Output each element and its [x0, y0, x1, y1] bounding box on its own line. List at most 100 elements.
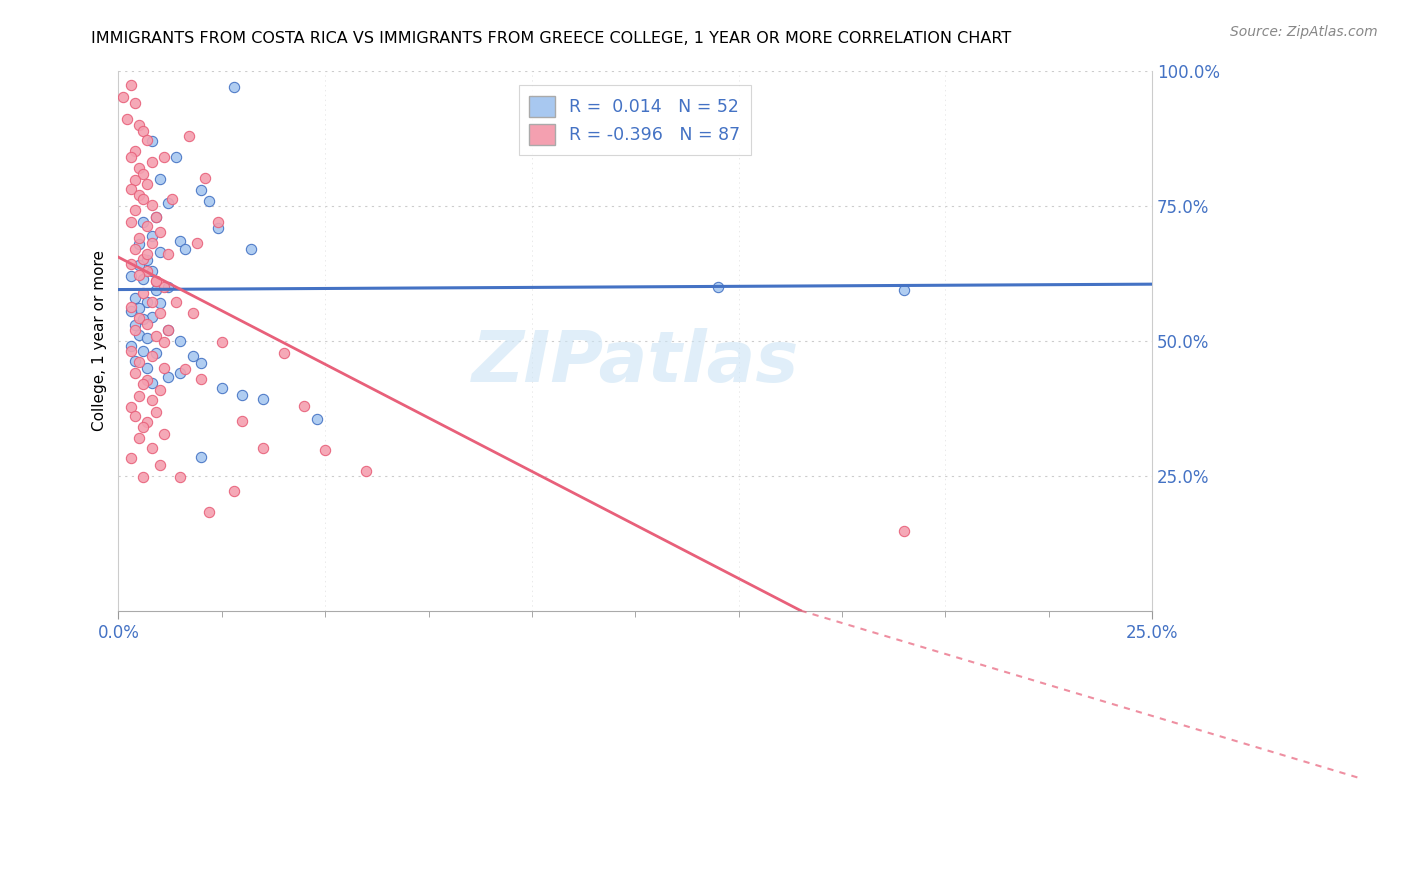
- Point: [165, 295, 187, 310]
- Point: [120, 215, 142, 229]
- Point: [145, 275, 167, 289]
- Point: [124, 318, 146, 332]
- Point: [136, 247, 159, 261]
- Point: [136, 317, 159, 331]
- Point: [136, 219, 159, 234]
- Point: [141, 441, 163, 455]
- Point: [128, 328, 150, 343]
- Point: [136, 295, 159, 310]
- Point: [190, 183, 212, 197]
- Point: [153, 150, 176, 164]
- Point: [190, 450, 212, 464]
- Point: [128, 161, 150, 176]
- Point: [141, 393, 163, 408]
- Point: [252, 441, 274, 455]
- Point: [128, 311, 150, 326]
- Point: [136, 331, 159, 345]
- Point: [124, 173, 146, 187]
- Point: [273, 345, 295, 359]
- Point: [132, 252, 155, 266]
- Point: [169, 366, 191, 380]
- Point: [136, 360, 159, 375]
- Point: [157, 196, 180, 211]
- Point: [124, 409, 146, 424]
- Point: [136, 263, 159, 277]
- Point: [165, 150, 187, 164]
- Point: [120, 339, 142, 353]
- Point: [157, 323, 180, 337]
- Point: [132, 420, 155, 434]
- Point: [120, 182, 142, 196]
- Point: [194, 170, 217, 185]
- Point: [149, 306, 172, 320]
- Point: [136, 415, 159, 429]
- Point: [294, 399, 316, 413]
- Point: [314, 442, 336, 457]
- Point: [132, 215, 155, 229]
- Point: [111, 90, 134, 104]
- Point: [169, 334, 191, 348]
- Point: [124, 323, 146, 337]
- Point: [120, 400, 142, 414]
- Point: [132, 272, 155, 286]
- Point: [136, 178, 159, 192]
- Point: [145, 210, 167, 224]
- Point: [173, 362, 195, 376]
- Point: [231, 388, 253, 402]
- Point: [124, 291, 146, 305]
- Point: [128, 268, 150, 282]
- Point: [132, 193, 155, 207]
- Point: [132, 376, 155, 391]
- Point: [153, 426, 176, 441]
- Point: [145, 275, 167, 289]
- Point: [136, 373, 159, 387]
- Point: [128, 431, 150, 445]
- Point: [190, 371, 212, 385]
- Point: [305, 412, 328, 426]
- Point: [128, 188, 150, 202]
- Point: [141, 295, 163, 310]
- Text: IMMIGRANTS FROM COSTA RICA VS IMMIGRANTS FROM GREECE COLLEGE, 1 YEAR OR MORE COR: IMMIGRANTS FROM COSTA RICA VS IMMIGRANTS…: [91, 31, 1012, 46]
- Point: [128, 231, 150, 245]
- Point: [128, 118, 150, 132]
- Point: [136, 133, 159, 147]
- Point: [141, 198, 163, 212]
- Point: [224, 80, 246, 95]
- Point: [120, 304, 142, 318]
- Point: [145, 345, 167, 359]
- Point: [224, 483, 246, 498]
- Point: [128, 236, 150, 251]
- Point: [169, 469, 191, 483]
- Point: [141, 228, 163, 243]
- Point: [141, 376, 163, 390]
- Point: [120, 257, 142, 271]
- Point: [153, 334, 176, 349]
- Point: [186, 235, 208, 250]
- Point: [120, 451, 142, 466]
- Point: [115, 112, 138, 126]
- Point: [128, 258, 150, 272]
- Point: [153, 280, 176, 294]
- Point: [120, 268, 142, 283]
- Point: [207, 215, 229, 229]
- Point: [231, 414, 253, 428]
- Point: [145, 329, 167, 343]
- Point: [160, 193, 183, 207]
- Point: [124, 144, 146, 158]
- Legend: R =  0.014   N = 52, R = -0.396   N = 87: R = 0.014 N = 52, R = -0.396 N = 87: [519, 85, 751, 155]
- Point: [149, 296, 172, 310]
- Point: [153, 360, 176, 375]
- Point: [120, 78, 142, 92]
- Point: [120, 150, 142, 164]
- Point: [120, 301, 142, 315]
- Point: [252, 392, 274, 406]
- Point: [157, 280, 180, 294]
- Point: [211, 334, 233, 349]
- Point: [128, 389, 150, 403]
- Text: Source: ZipAtlas.com: Source: ZipAtlas.com: [1230, 25, 1378, 39]
- Point: [198, 505, 221, 519]
- Point: [124, 242, 146, 256]
- Point: [120, 343, 142, 358]
- Point: [893, 283, 915, 297]
- Point: [132, 469, 155, 483]
